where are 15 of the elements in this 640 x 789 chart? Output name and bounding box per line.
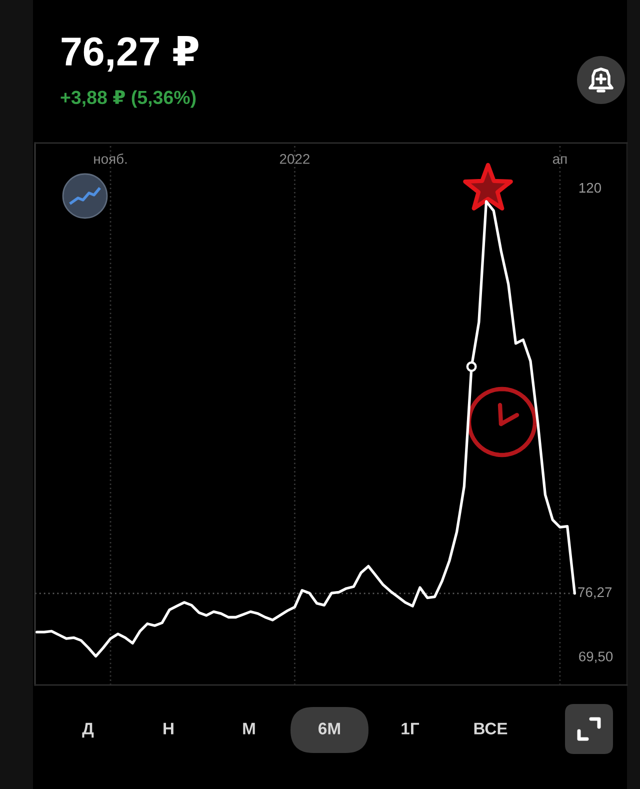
text: 6М: [318, 722, 340, 734]
text: М: [243, 722, 255, 734]
chart-title: 76,27 ₽: [62, 36, 198, 72]
x-tick-label: 2022: [280, 154, 310, 164]
text: 1Г: [402, 722, 420, 734]
text: Д: [82, 722, 94, 738]
x-tick-label: нояб.: [94, 154, 127, 164]
chart-subtitle: +3,88 ₽ (5,36%): [60, 90, 196, 108]
y-tick-label: 69,50: [579, 652, 613, 664]
line-series: [36, 200, 576, 658]
ref-line-label: 76,27: [578, 587, 612, 599]
text: ВСЕ: [474, 722, 508, 734]
text: Н: [164, 722, 174, 734]
x-tick-label: ап: [552, 156, 567, 164]
y-tick-label: 120: [579, 182, 602, 193]
